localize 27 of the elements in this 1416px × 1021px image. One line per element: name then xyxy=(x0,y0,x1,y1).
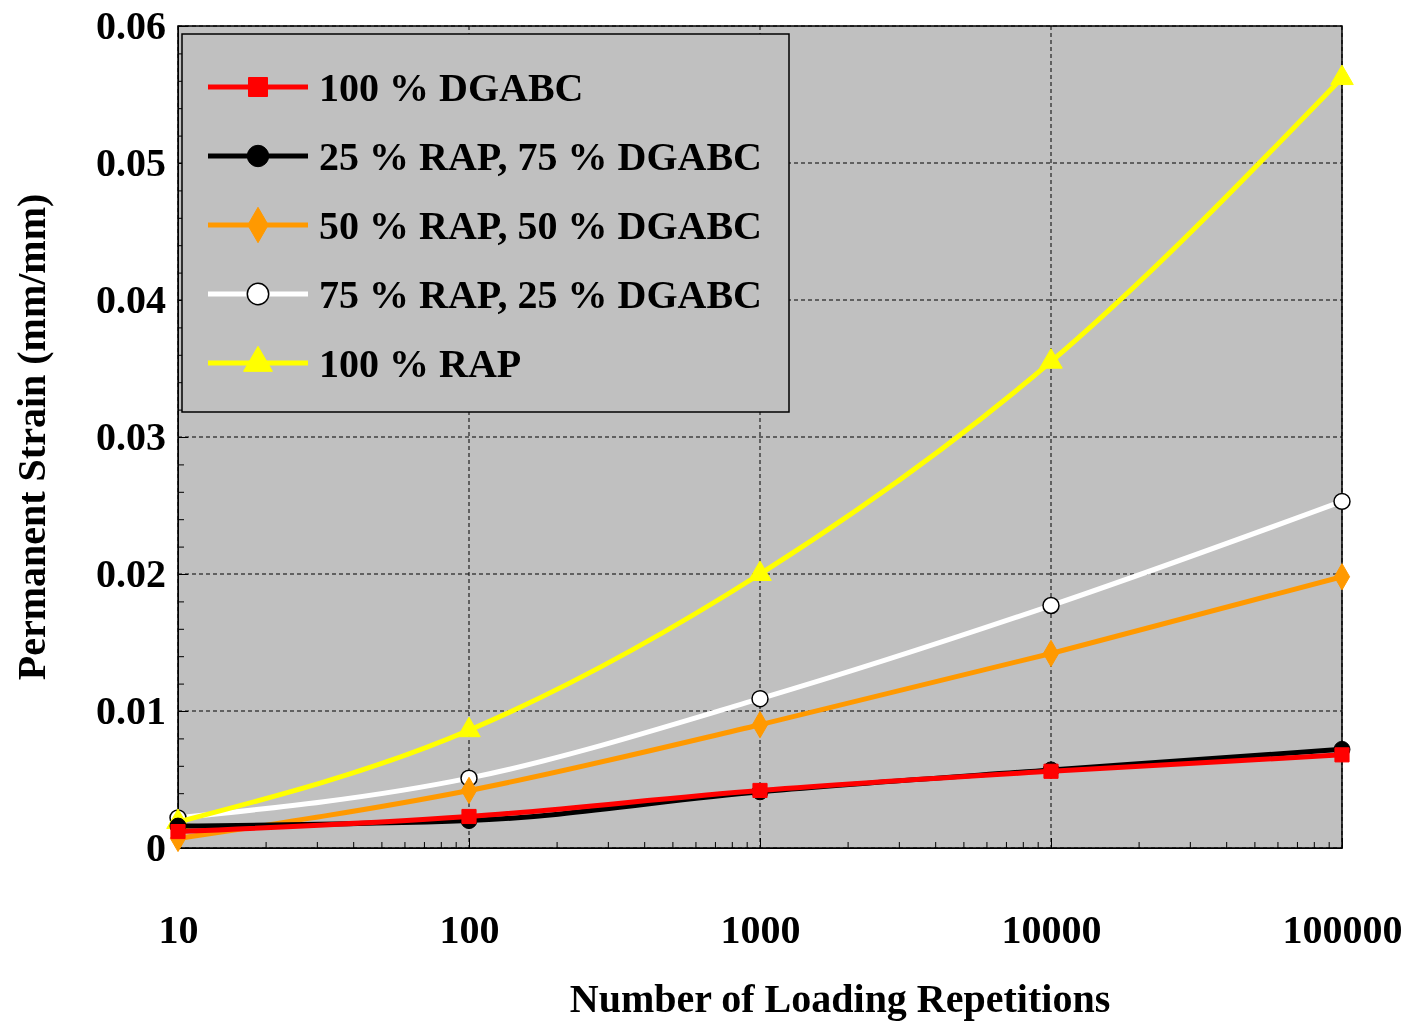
y-tick-label: 0.01 xyxy=(96,688,166,734)
legend-label: 100 % RAP xyxy=(319,341,522,386)
point xyxy=(751,689,769,708)
point xyxy=(170,823,186,840)
legend-label: 75 % RAP, 25 % DGABC xyxy=(319,272,762,317)
point xyxy=(1333,492,1351,511)
y-axis-title: Permanent Strain (mm/mm) xyxy=(9,193,54,681)
point xyxy=(1039,348,1063,369)
y-tick-label: 0.06 xyxy=(96,3,166,49)
x-axis-title: Number of Loading Repetitions xyxy=(569,976,1111,1021)
point xyxy=(1334,747,1350,763)
y-tick-label: 0.02 xyxy=(96,551,166,597)
x-tick-label: 1000 xyxy=(720,907,801,952)
x-tick-label: 100000 xyxy=(1282,907,1403,952)
point xyxy=(1042,596,1060,615)
point xyxy=(1330,64,1354,86)
legend-label: 50 % RAP, 50 % DGABC xyxy=(319,203,762,248)
y-tick-label: 0.04 xyxy=(96,277,166,323)
x-tick-label: 10000 xyxy=(1001,907,1102,952)
legend-label: 100 % DGABC xyxy=(319,65,584,110)
x-tick-label: 10 xyxy=(158,907,199,952)
point xyxy=(461,808,477,825)
legend-label: 25 % RAP, 75 % DGABC xyxy=(319,134,762,179)
y-tick-label: 0.03 xyxy=(96,414,166,460)
y-tick-label: 0.05 xyxy=(96,140,166,186)
x-tick-label: 100 xyxy=(439,907,500,952)
y-tick-label: 0 xyxy=(146,825,166,871)
